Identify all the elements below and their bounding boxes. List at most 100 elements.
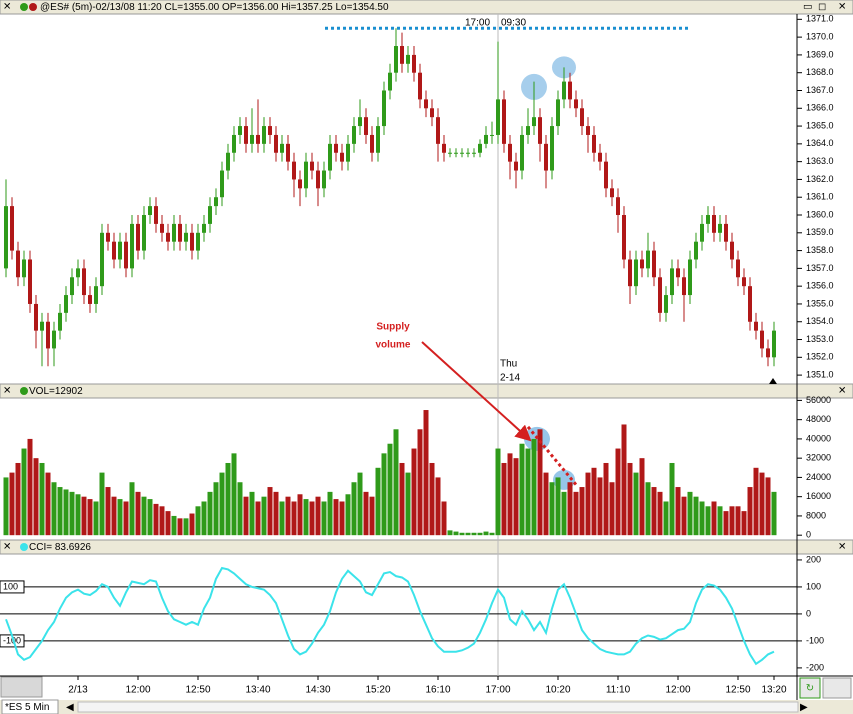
close-icon[interactable]: ✕ [3,542,11,553]
candle-body [616,197,620,216]
candle-body [262,126,266,144]
candle-body [382,90,386,127]
y-tick-label: 1367.0 [806,85,834,95]
volume-bar [375,467,381,536]
candle-body [670,268,674,296]
candle-body [484,134,488,144]
pane-button[interactable]: ✕ [838,542,846,553]
annotation-arrow [421,341,532,442]
close-icon[interactable]: ✕ [3,2,11,13]
candle-body [28,259,32,304]
candle-body [10,206,14,251]
candle-body [682,277,686,296]
volume-bar [351,482,357,536]
volume-bar [615,448,621,536]
candle-body [418,72,422,100]
volume-bar [543,472,549,536]
scrollbar[interactable] [77,701,799,713]
volume-bar [519,443,525,536]
candle-body [700,223,704,242]
pane-button[interactable]: ◻ [818,2,826,13]
x-tick-label: 2/13 [68,685,88,696]
y-tick-label: 0 [806,608,811,618]
candle-body [454,152,458,154]
candle-body [328,143,332,171]
scroll-right[interactable]: ▶ [800,702,808,713]
volume-title: VOL=12902 [29,386,83,397]
candle-body [376,126,380,153]
pane-button[interactable]: ✕ [838,386,846,397]
volume-bar [327,491,333,536]
close-icon[interactable]: ✕ [3,386,11,397]
volume-bar [597,477,603,536]
candle-body [472,152,476,154]
volume-bar [339,501,345,536]
volume-bar [333,499,339,536]
volume-bar [75,494,81,536]
x-tick-label: 11:10 [606,685,631,696]
refresh-button[interactable] [799,677,821,699]
volume-bar [531,438,537,536]
candle-body [424,99,428,109]
y-tick-label: 200 [806,554,821,564]
annotation: volume [375,340,410,351]
zoom-button[interactable] [822,677,852,699]
volume-bar [261,496,267,536]
volume-bar [255,501,261,536]
candle-body [586,126,590,135]
volume-bar [549,482,555,536]
y-tick-label: 1362.0 [806,174,834,184]
candle-body [562,81,566,100]
volume-bar [663,501,669,536]
volume-bar [729,506,735,536]
candle-body [286,143,290,162]
candle-body [358,117,362,127]
volume-bar [177,518,183,536]
candle-body [496,99,500,135]
volume-bar [627,462,633,536]
volume-bar [489,532,495,536]
candle-body [592,134,596,153]
y-tick-label: 1355.0 [806,298,834,308]
scroll-box[interactable] [0,676,43,698]
x-tick-label: 12:00 [125,685,150,696]
candle-body [304,161,308,189]
scroll-left[interactable]: ◀ [66,702,74,713]
candle-body [766,348,770,358]
candle-body [448,152,452,154]
x-tick-label: 12:50 [185,685,210,696]
volume-bar [525,448,531,536]
volume-bar [237,482,243,536]
volume-bar [435,477,441,536]
candle-body [730,241,734,260]
cci-title: CCI= 83.6926 [29,542,91,553]
candle-body [100,232,104,287]
volume-bar [699,501,705,536]
y-tick-label: 1361.0 [806,192,834,202]
volume-bar [681,496,687,536]
volume-bar [405,472,411,536]
pane-button[interactable]: ▭ [803,2,812,13]
volume-bar [513,458,519,536]
candle-body [352,126,356,144]
volume-bar [453,531,459,536]
candle-body [436,117,440,144]
status-icon [20,3,28,11]
candle-body [298,179,302,189]
candle-body [70,277,74,296]
candle-body [94,286,98,304]
tab[interactable] [1,699,59,714]
volume-bar [387,443,393,536]
volume-bar [33,458,39,536]
volume-bar [273,491,279,536]
candle-body [742,277,746,287]
candle-body [598,152,602,162]
y-tick-label: 56000 [806,395,831,405]
candle-body [244,126,248,144]
candle-body [178,223,182,242]
volume-bar [471,532,477,536]
y-tick-label: 8000 [806,510,826,520]
candle-body [280,143,284,153]
pane-button[interactable]: ✕ [838,2,846,13]
volume-bar [381,453,387,536]
